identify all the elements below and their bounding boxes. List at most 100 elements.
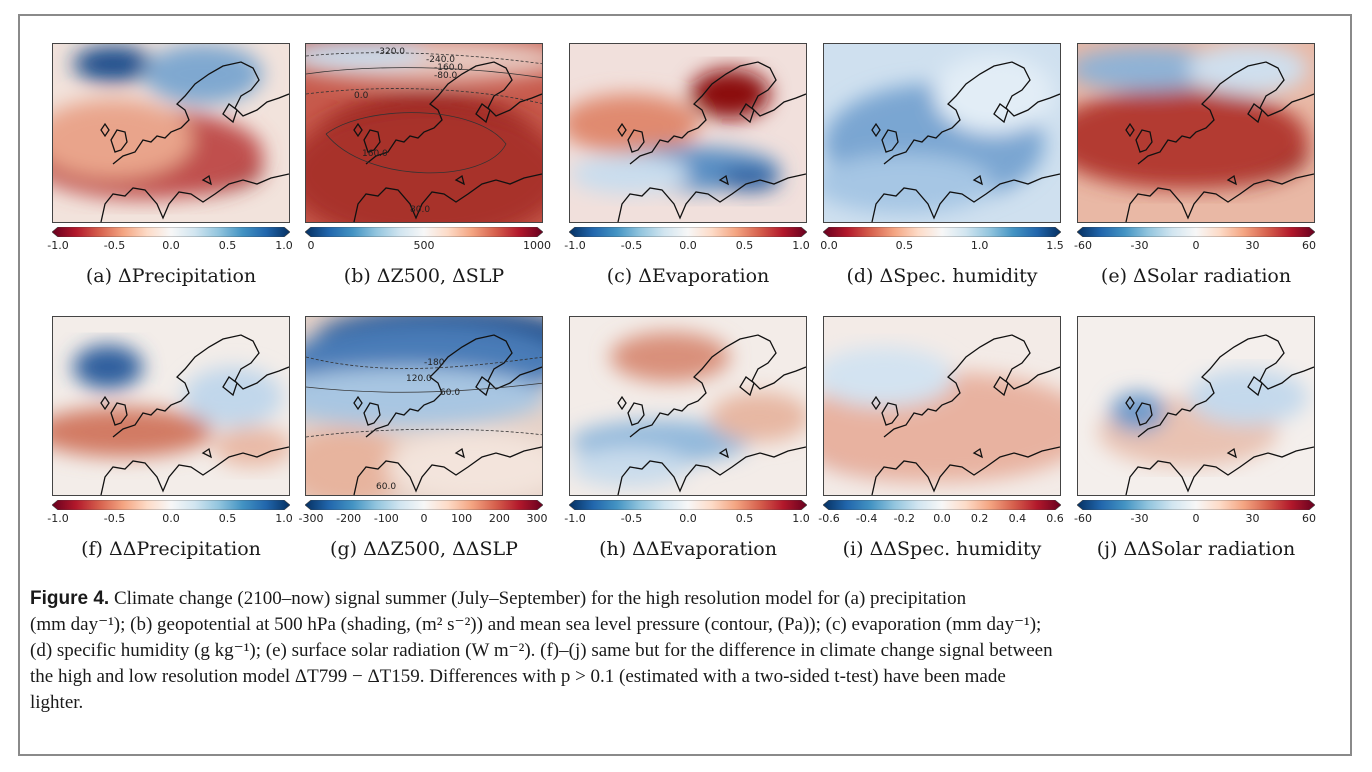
tick-label: 30	[1245, 239, 1260, 252]
colorbar-e	[1077, 227, 1315, 237]
colorbar-fill	[1077, 500, 1315, 510]
field-blob	[1188, 44, 1308, 94]
colorbar-ticks-h: -1.0 -0.5 0.0 0.5 1.0	[564, 512, 810, 526]
map-i	[823, 316, 1061, 496]
panel-label-d: (d) ΔSpec. humidity	[846, 265, 1038, 287]
contour-line	[306, 382, 542, 393]
field-blob	[610, 332, 730, 382]
tick-label: 1.0	[275, 512, 293, 525]
caption-line-4: the high and low resolution model ΔT799 …	[30, 666, 1006, 687]
tick-label: -100	[373, 512, 399, 525]
coastline	[353, 334, 542, 495]
tick-label: 0.0	[162, 239, 180, 252]
field-blob	[143, 44, 263, 104]
colorbar-a	[52, 227, 290, 237]
field-blob	[306, 427, 406, 495]
tick-label: -0.5	[103, 239, 126, 252]
tick-label: 300	[526, 512, 548, 525]
coastline	[100, 61, 289, 222]
panel-label-a: (a) ΔPrecipitation	[85, 265, 257, 287]
tick-label: 1.0	[792, 512, 810, 525]
tick-label: 30	[1245, 512, 1260, 525]
contour-line	[306, 88, 542, 104]
tick-label: 1.0	[792, 239, 810, 252]
panel-label-j: (j) ΔΔSolar radiation	[1096, 538, 1296, 560]
tick-label: 100	[451, 512, 473, 525]
tick-label: 0.5	[895, 239, 914, 252]
colorbar-c	[569, 227, 807, 237]
tick-label: -0.4	[855, 512, 878, 525]
tick-label: 0.5	[735, 512, 754, 525]
colorbar-ticks-c: -1.0 -0.5 0.0 0.5 1.0	[564, 239, 810, 253]
field-blob	[710, 392, 806, 442]
caption-line-1: Climate change (2100–now) signal summer …	[109, 588, 967, 609]
panel-label-h: (h) ΔΔEvaporation	[599, 538, 777, 560]
map-b: -320.0 -240.0 -160.0 -80.0 0.0 160.0 80.0	[305, 43, 543, 223]
contour-label: 0.0	[354, 91, 369, 101]
tick-label: 60	[1302, 512, 1316, 525]
field-blob	[183, 367, 283, 427]
caption-title: Figure 4.	[30, 588, 110, 609]
tick-label: 0.0	[162, 512, 180, 525]
contour-label: -80.0	[434, 71, 458, 81]
field-blob	[824, 154, 994, 214]
tick-label: -30	[1130, 239, 1149, 252]
tick-label: -30	[1130, 512, 1149, 525]
map-h	[569, 316, 807, 496]
coastline	[617, 61, 806, 222]
contour-line	[306, 67, 542, 79]
field-blob	[824, 347, 954, 407]
colorbar-ticks-j: -60 -30 0 30 60	[1074, 512, 1316, 526]
coastline	[871, 334, 1060, 495]
tick-label: -1.0	[564, 239, 586, 252]
colorbar-d	[823, 227, 1061, 237]
colorbar-j	[1077, 500, 1315, 510]
panel-label-g: (g) ΔΔZ500, ΔΔSLP	[330, 538, 518, 560]
tick-label: -0.5	[620, 512, 643, 525]
tick-label: -60	[1074, 239, 1092, 252]
coastline	[1125, 61, 1314, 222]
contour-line	[325, 112, 507, 174]
tick-label: 0.5	[218, 512, 237, 525]
tick-label: 0.4	[1008, 512, 1027, 525]
field-blob	[53, 99, 193, 179]
tick-label: 0	[1192, 239, 1200, 252]
field-blob	[73, 46, 153, 82]
colorbar-ticks-d: 0.0 0.5 1.0 1.5	[820, 239, 1064, 253]
tick-label: -1.0	[564, 512, 586, 525]
map-e	[1077, 43, 1315, 223]
coastline	[617, 334, 806, 495]
field-blob	[73, 345, 143, 389]
tick-label: 1000	[523, 239, 551, 252]
tick-label: 0.5	[218, 239, 237, 252]
tick-label: -0.5	[103, 512, 126, 525]
map-j	[1077, 316, 1315, 496]
colorbar-fill	[823, 500, 1061, 510]
contour-line	[306, 52, 542, 65]
contour-label: -240.0	[426, 55, 455, 65]
map-d	[823, 43, 1061, 223]
map-c	[569, 43, 807, 223]
tick-label: 0	[420, 512, 428, 525]
coastline	[871, 61, 1060, 222]
field-blob	[1078, 47, 1228, 91]
colorbar-fill	[52, 500, 290, 510]
field-blob	[570, 94, 700, 154]
caption-line-3: (d) specific humidity (g kg⁻¹); (e) surf…	[30, 640, 1053, 661]
contour-label: -160.0	[434, 63, 463, 73]
field-blob	[53, 407, 213, 457]
colorbar-ticks-g: -300 -200 -100 0 100 200 300	[299, 512, 548, 526]
tick-label: -1.0	[47, 512, 69, 525]
tick-label: 1.0	[275, 239, 293, 252]
map-a	[52, 43, 290, 223]
colorbar-b	[305, 227, 543, 237]
field-blob	[306, 104, 542, 222]
tick-label: 0.6	[1046, 512, 1064, 525]
coastline	[100, 334, 289, 495]
tick-label: 500	[413, 239, 435, 252]
tick-label: 60	[1302, 239, 1316, 252]
tick-label: 0.0	[933, 512, 951, 525]
tick-label: -0.2	[893, 512, 916, 525]
colorbar-fill	[52, 227, 290, 237]
figure-caption: Figure 4. Climate change (2100–now) sign…	[30, 586, 1330, 716]
